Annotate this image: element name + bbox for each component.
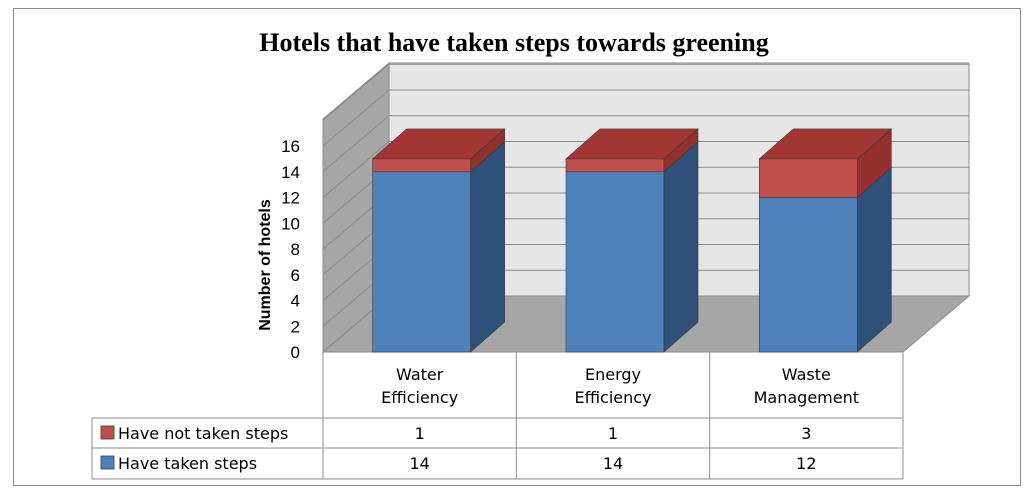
y-tick-label: 0: [291, 343, 300, 362]
bar-side: [663, 141, 699, 353]
x-category-label: Energy: [585, 365, 641, 384]
y-tick-label: 2: [291, 317, 300, 336]
y-tick-label: 4: [291, 292, 300, 311]
y-tick-label: 12: [281, 189, 300, 208]
legend-label: Have not taken steps: [118, 424, 288, 443]
x-category-label: Waste: [782, 365, 831, 384]
data-label: 14: [409, 454, 429, 473]
gridline: [322, 115, 969, 173]
bar-top: [758, 128, 893, 160]
x-category-label: Management: [754, 388, 859, 407]
data-label: 12: [796, 454, 816, 473]
gridline: [322, 63, 969, 121]
bar-side: [857, 166, 892, 353]
y-tick-label: 8: [291, 240, 300, 259]
x-category-label: Efficiency: [381, 388, 458, 407]
y-tick-label: 14: [281, 163, 300, 182]
bar-top: [565, 128, 699, 160]
y-axis-label: Number of hotels: [257, 199, 274, 331]
bar-side: [470, 141, 505, 353]
y-tick-label: 10: [281, 214, 300, 233]
data-label: 14: [603, 454, 623, 473]
bar-taken: [565, 171, 665, 353]
data-label: 1: [415, 424, 425, 443]
data-label: 1: [608, 424, 618, 443]
bar-not-taken: [759, 158, 858, 198]
y-tick-label: 6: [291, 266, 300, 285]
y-tick-label: 16: [281, 137, 300, 156]
bar-not-taken: [372, 158, 471, 173]
x-category-label: Water: [396, 365, 444, 384]
data-label: 3: [801, 424, 811, 443]
legend-label: Have taken steps: [118, 454, 257, 473]
data-table: Water Efficiency Energy Efficiency Waste Mana…: [91, 352, 904, 480]
chart-title: Hotels that have taken steps towards gre…: [259, 28, 769, 57]
bar-taken: [372, 171, 471, 353]
x-category-label: Efficiency: [574, 388, 651, 407]
bar-top: [371, 128, 506, 160]
legend-swatch: [100, 455, 115, 470]
legend-swatch: [100, 425, 115, 440]
gridline: [322, 89, 969, 147]
bar-not-taken: [565, 158, 665, 173]
bar-taken: [759, 197, 858, 353]
gridline: [322, 141, 969, 198]
